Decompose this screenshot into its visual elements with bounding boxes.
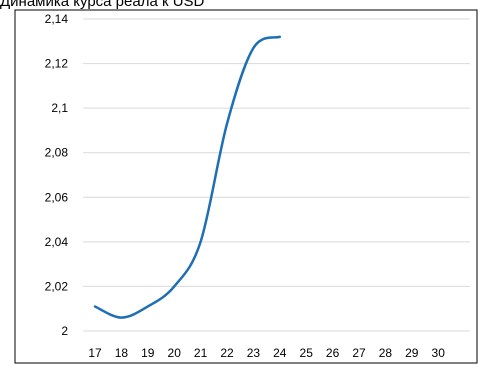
y-tick-label: 2 bbox=[61, 324, 68, 338]
x-tick-label: 25 bbox=[300, 346, 314, 360]
x-axis-ticks: 17 18 19 20 21 22 23 24 25 26 27 28 29 30 bbox=[88, 346, 445, 360]
y-tick-label: 2,02 bbox=[45, 279, 69, 293]
x-tick-label: 19 bbox=[141, 346, 155, 360]
x-tick-label: 27 bbox=[352, 346, 366, 360]
x-tick-label: 17 bbox=[88, 346, 102, 360]
x-tick-label: 20 bbox=[168, 346, 182, 360]
series-line bbox=[93, 35, 282, 319]
y-tick-label: 2,08 bbox=[45, 146, 69, 160]
y-tick-label: 2,04 bbox=[45, 235, 69, 249]
plot-border bbox=[14, 9, 478, 364]
x-tick-label: 24 bbox=[273, 346, 287, 360]
x-tick-label: 28 bbox=[379, 346, 393, 360]
y-tick-label: 2,14 bbox=[45, 12, 69, 26]
chart-title: Динамика курса реала к USD bbox=[0, 0, 205, 10]
x-tick-label: 23 bbox=[247, 346, 261, 360]
y-axis-ticks: 2 2,02 2,04 2,06 2,08 2,1 2,12 2,14 bbox=[45, 12, 69, 338]
series-group bbox=[93, 35, 282, 319]
x-tick-label: 22 bbox=[220, 346, 234, 360]
x-tick-label: 29 bbox=[405, 346, 419, 360]
y-tick-label: 2,1 bbox=[51, 101, 68, 115]
x-tick-label: 21 bbox=[194, 346, 208, 360]
y-tick-label: 2,12 bbox=[45, 57, 69, 71]
x-tick-label: 26 bbox=[326, 346, 340, 360]
x-tick-label: 30 bbox=[432, 346, 446, 360]
grid-lines bbox=[83, 18, 470, 332]
x-tick-label: 18 bbox=[115, 346, 129, 360]
y-tick-label: 2,06 bbox=[45, 190, 69, 204]
